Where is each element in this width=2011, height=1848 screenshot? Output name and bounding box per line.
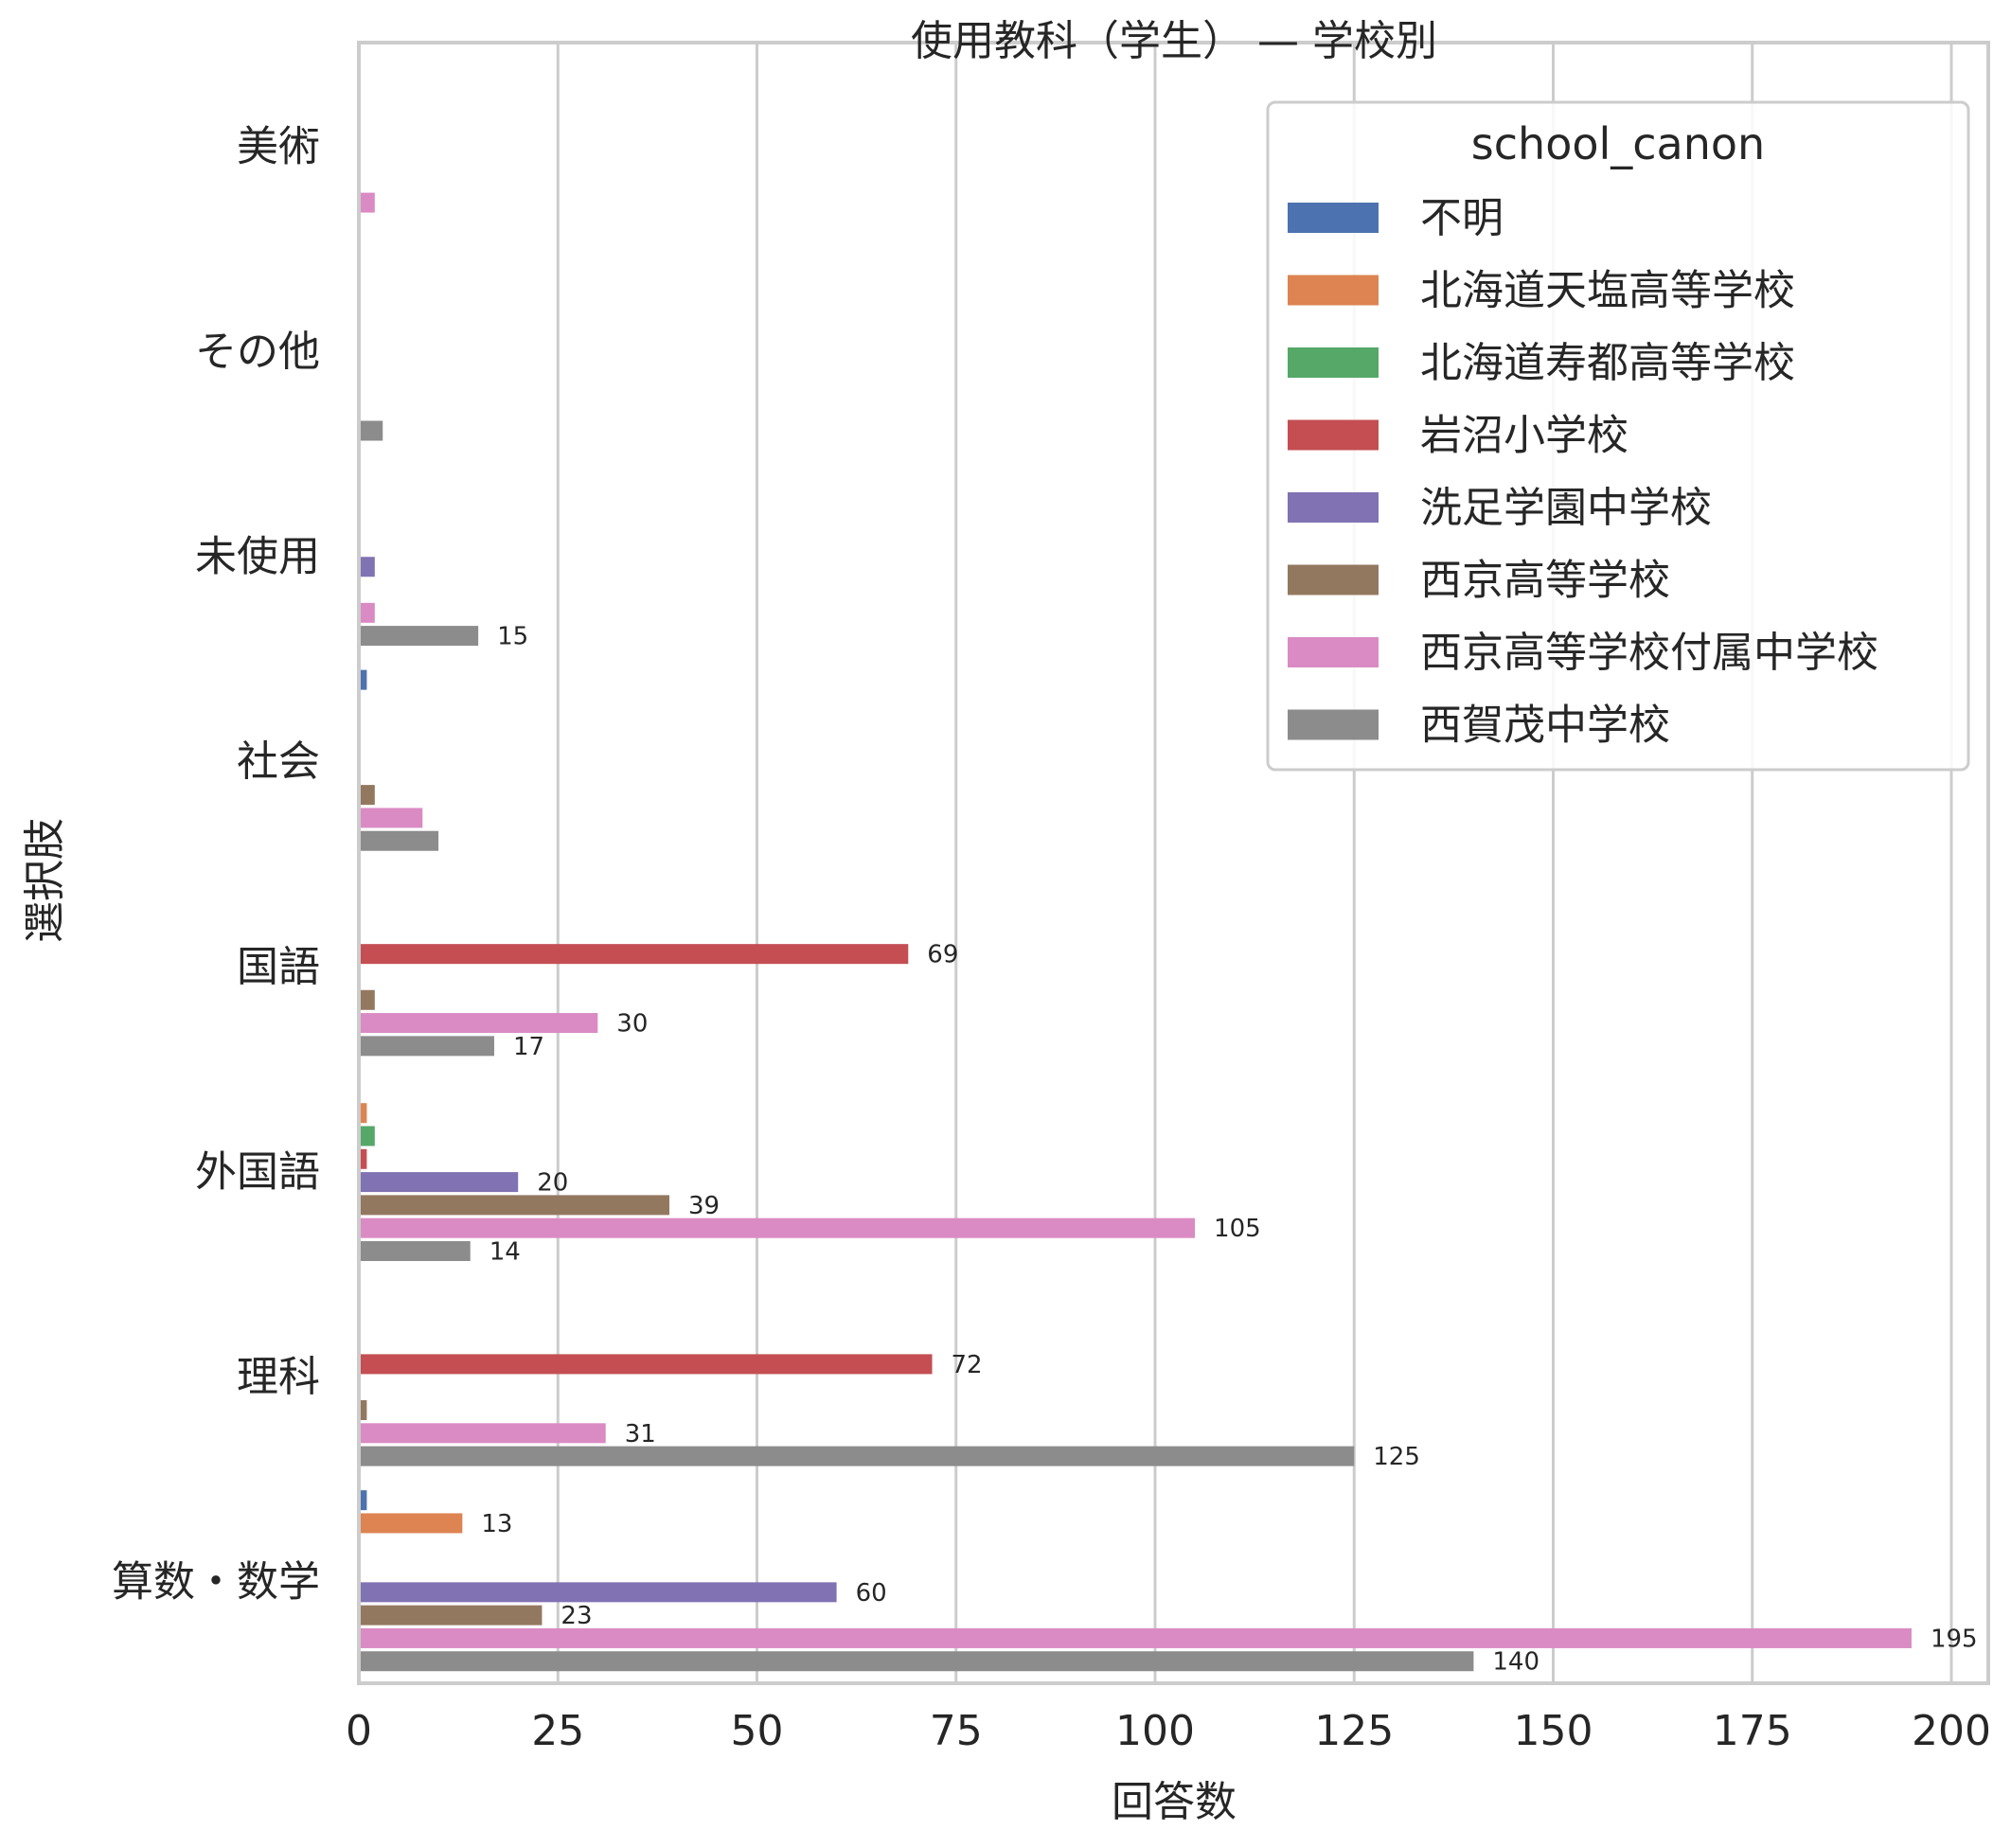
x-tick-label: 175 [1713,1707,1792,1755]
bar-data-label: 13 [481,1510,512,1538]
legend-swatch [1288,419,1379,451]
bar [359,1172,519,1193]
x-tick-label: 150 [1514,1707,1593,1755]
legend-label: 西京高等学校付属中学校 [1420,629,1878,677]
legend-swatch [1288,347,1379,378]
bar-data-label: 23 [561,1602,592,1630]
x-tick-label: 75 [930,1707,983,1755]
bar-data-label: 20 [537,1169,568,1198]
bar [359,1423,606,1444]
legend-swatch [1288,203,1379,233]
bar-data-label: 30 [616,1010,648,1039]
bar [359,1217,1196,1238]
bar-data-label: 125 [1373,1443,1420,1471]
plot-frame [357,41,1990,1685]
bar-data-label: 69 [927,941,958,969]
bar [359,1354,933,1375]
bar-data-label: 72 [952,1351,983,1379]
bar-data-label: 31 [625,1420,656,1448]
bar-data-label: 15 [497,623,528,651]
bar-data-label: 105 [1214,1215,1261,1243]
bar [359,1513,463,1534]
legend-label: 洗足学園中学校 [1420,484,1712,532]
x-tick-label: 125 [1314,1707,1394,1755]
x-tick-label: 100 [1115,1707,1195,1755]
y-tick-label: 未使用 [195,533,320,581]
bar [359,1400,367,1421]
legend-swatch [1288,637,1379,667]
x-tick-label: 0 [346,1707,372,1755]
bar [359,1148,367,1169]
bar-data-label: 60 [856,1579,887,1608]
bar [359,1126,375,1146]
bar [359,1036,494,1057]
y-tick-label: 国語 [237,943,320,991]
bar [359,1605,543,1626]
bar [359,557,375,578]
x-tick-label: 200 [1912,1707,1991,1755]
legend-title: school_canon [1471,118,1765,169]
legend-swatch [1288,709,1379,740]
bar [359,1490,367,1511]
bar-data-label: 39 [688,1192,720,1220]
bar-data-label: 17 [513,1033,544,1061]
legend-swatch [1288,492,1379,523]
legend-swatch [1288,275,1379,306]
bar [359,1013,598,1034]
x-tick-label: 25 [531,1707,584,1755]
legend-label: 西賀茂中学校 [1420,702,1670,750]
x-tick-label: 50 [731,1707,784,1755]
y-tick-label: 理科 [237,1353,320,1401]
legend: school_canon 不明北海道天塩高等学校北海道寿都高等学校岩沼小学校洗足… [1266,100,1970,772]
bar [359,1627,1912,1648]
bar [359,989,375,1010]
bar [359,1582,837,1603]
bar-data-label: 14 [489,1237,521,1266]
y-axis-title: 選択肢 [21,818,69,943]
bar-data-label: 140 [1492,1648,1539,1677]
legend-label: 北海道天塩高等学校 [1420,267,1795,315]
x-axis-title: 回答数 [1112,1778,1237,1826]
bar-data-label: 195 [1931,1625,1978,1653]
bar [359,808,423,828]
legend-label: 西京高等学校 [1420,557,1670,605]
y-tick-label: 外国語 [195,1147,320,1196]
bar [359,1240,471,1261]
legend-label: 不明 [1420,194,1504,242]
legend-label: 北海道寿都高等学校 [1420,339,1795,387]
bar [359,669,367,690]
bar [359,626,479,647]
bar [359,1651,1474,1672]
y-tick-label: 算数・数学 [112,1558,320,1607]
bar [359,420,383,441]
legend-label: 岩沼小学校 [1420,412,1628,460]
bar [359,1195,669,1216]
y-tick-label: その他 [195,328,320,376]
bar [359,1446,1355,1466]
bar [359,602,375,623]
bar [359,785,375,806]
bar [359,944,909,965]
chart-title: 使用教科（学生） — 学校別 [911,17,1437,65]
bar [359,1103,367,1124]
legend-swatch [1288,564,1379,595]
bar [359,830,439,851]
bar [359,192,375,213]
y-tick-label: 美術 [237,122,320,170]
y-tick-label: 社会 [237,737,320,786]
